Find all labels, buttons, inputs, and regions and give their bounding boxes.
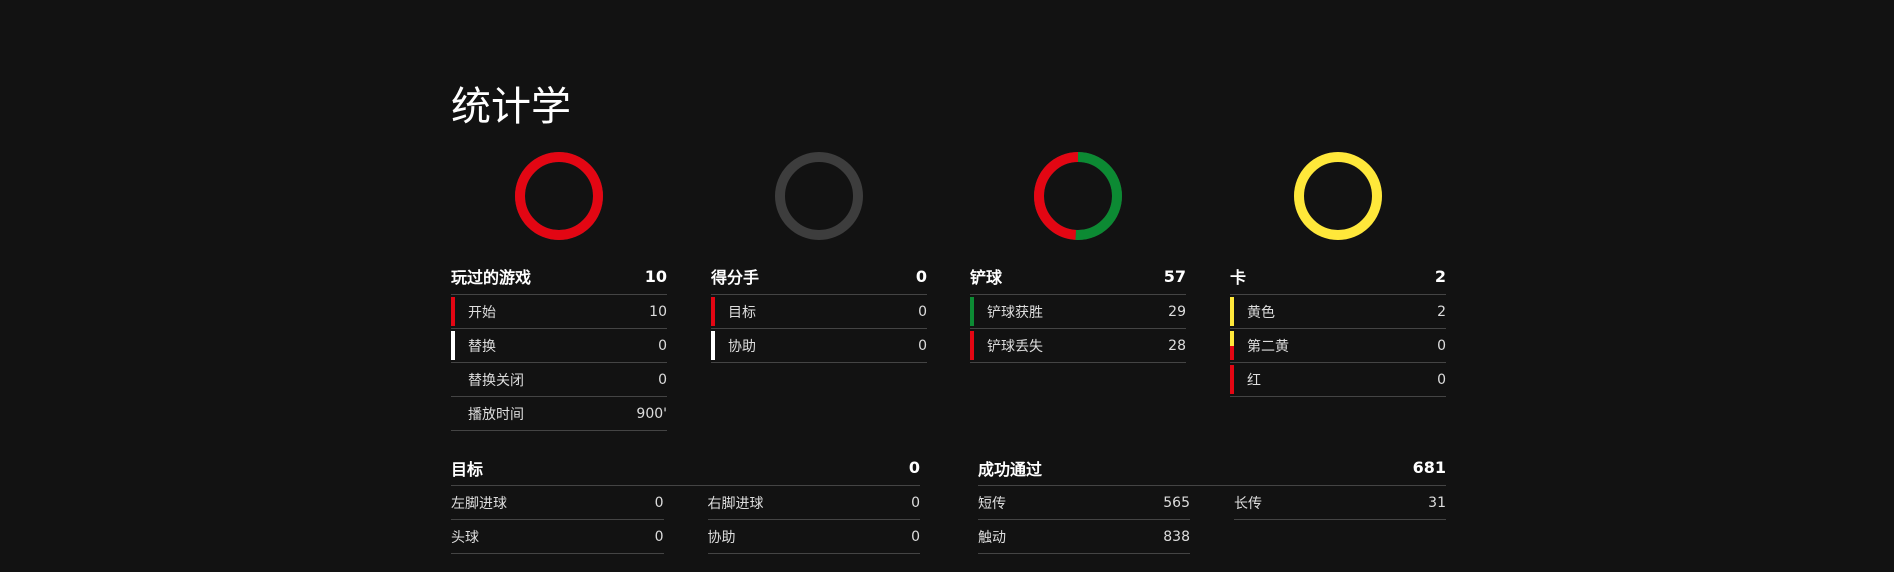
stat-value: 29 <box>1168 303 1186 320</box>
stat-value: 900' <box>636 405 667 422</box>
stat-row: 第二黄 0 <box>1230 329 1446 363</box>
card-label: 得分手 <box>711 268 760 287</box>
stat-row: 触动 838 <box>978 520 1190 554</box>
color-indicator <box>451 297 455 326</box>
stat-card: 卡 2 黄色 2 第二黄 0 红 0 <box>1230 150 1446 397</box>
stat-label: 铲球获胜 <box>987 304 1043 321</box>
stat-row: 协助 0 <box>707 520 920 554</box>
stat-row: 右脚进球 0 <box>707 486 920 520</box>
stat-value: 0 <box>918 303 927 320</box>
stat-row: 目标 0 <box>711 295 927 329</box>
stat-value: 0 <box>658 371 667 388</box>
color-indicator <box>1230 331 1234 360</box>
card-value: 0 <box>915 266 927 286</box>
stat-label: 协助 <box>728 338 756 355</box>
stat-value: 31 <box>1428 494 1446 511</box>
stat-label: 长传 <box>1234 495 1262 512</box>
stat-value: 0 <box>911 528 920 545</box>
stat-value: 0 <box>1437 337 1446 354</box>
donut-chart <box>1034 152 1122 240</box>
stat-value: 565 <box>1163 494 1190 511</box>
donut-chart <box>775 152 863 240</box>
stat-label: 红 <box>1247 372 1261 389</box>
stat-label: 开始 <box>468 304 496 321</box>
stat-row: 开始 10 <box>451 295 667 329</box>
color-indicator <box>711 331 715 360</box>
donut-segment <box>1294 152 1382 240</box>
donut-chart <box>515 152 603 240</box>
color-indicator <box>1230 365 1234 394</box>
stat-row: 协助 0 <box>711 329 927 363</box>
passes-value: 681 <box>1412 458 1446 477</box>
stat-card: 铲球 57 铲球获胜 29 铲球丢失 28 <box>970 150 1186 363</box>
stat-label: 协助 <box>707 529 736 546</box>
donut-segment <box>1034 152 1122 240</box>
card-value: 10 <box>644 266 667 286</box>
stat-value: 0 <box>911 494 920 511</box>
passes-section: 成功通过 681 短传 565 长传 31 触动 838 <box>978 450 1446 554</box>
card-label: 玩过的游戏 <box>451 268 532 287</box>
stat-value: 0 <box>658 337 667 354</box>
stat-row: 替换关闭 0 <box>451 363 667 397</box>
stat-row: 头球 0 <box>451 520 664 554</box>
stat-label: 左脚进球 <box>451 495 507 512</box>
stat-label: 触动 <box>978 529 1006 546</box>
stat-value: 838 <box>1163 528 1190 545</box>
donut-chart <box>1294 152 1382 240</box>
stat-label: 右脚进球 <box>707 495 764 512</box>
stat-row: 铲球获胜 29 <box>970 295 1186 329</box>
color-indicator <box>711 297 715 326</box>
stat-card: 玩过的游戏 10 开始 10 替换 0 替换关闭 0 播放时间 900' <box>451 150 667 431</box>
stat-label: 播放时间 <box>468 406 524 423</box>
color-indicator <box>970 331 974 360</box>
stat-value: 28 <box>1168 337 1186 354</box>
passes-label: 成功通过 <box>978 459 1043 479</box>
stat-label: 目标 <box>728 304 756 321</box>
card-value: 57 <box>1163 266 1186 286</box>
stat-row: 长传 31 <box>1234 486 1446 520</box>
donut-track <box>775 152 863 240</box>
color-indicator <box>970 297 974 326</box>
stat-value: 0 <box>654 494 664 511</box>
stat-label: 黄色 <box>1247 304 1275 321</box>
stat-value: 10 <box>649 303 667 320</box>
stat-label: 头球 <box>451 529 479 546</box>
stat-label: 第二黄 <box>1247 338 1289 355</box>
stat-row: 替换 0 <box>451 329 667 363</box>
donut-segment <box>515 152 603 240</box>
stat-row: 播放时间 900' <box>451 397 667 431</box>
card-value: 2 <box>1434 266 1446 286</box>
stat-label: 替换 <box>468 338 496 355</box>
stat-row: 短传 565 <box>978 486 1190 520</box>
goals-label: 目标 <box>451 459 484 479</box>
stat-value: 0 <box>654 528 664 545</box>
stat-card: 得分手 0 目标 0 协助 0 <box>711 150 927 363</box>
stat-value: 0 <box>1437 371 1446 388</box>
stat-row: 左脚进球 0 <box>451 486 664 520</box>
card-label: 铲球 <box>970 268 1003 287</box>
goals-value: 0 <box>908 458 920 477</box>
goals-section: 目标 0 左脚进球 0 右脚进球 0 头球 0 协助 0 <box>451 450 920 554</box>
stat-value: 2 <box>1437 303 1446 320</box>
stat-row: 黄色 2 <box>1230 295 1446 329</box>
page-title: 统计学 <box>451 84 571 130</box>
stat-row: 铲球丢失 28 <box>970 329 1186 363</box>
card-label: 卡 <box>1230 268 1247 287</box>
color-indicator <box>1230 297 1234 326</box>
stat-label: 短传 <box>978 495 1006 512</box>
color-indicator <box>451 331 455 360</box>
stat-label: 替换关闭 <box>468 372 524 389</box>
stat-label: 铲球丢失 <box>987 338 1043 355</box>
stat-value: 0 <box>918 337 927 354</box>
